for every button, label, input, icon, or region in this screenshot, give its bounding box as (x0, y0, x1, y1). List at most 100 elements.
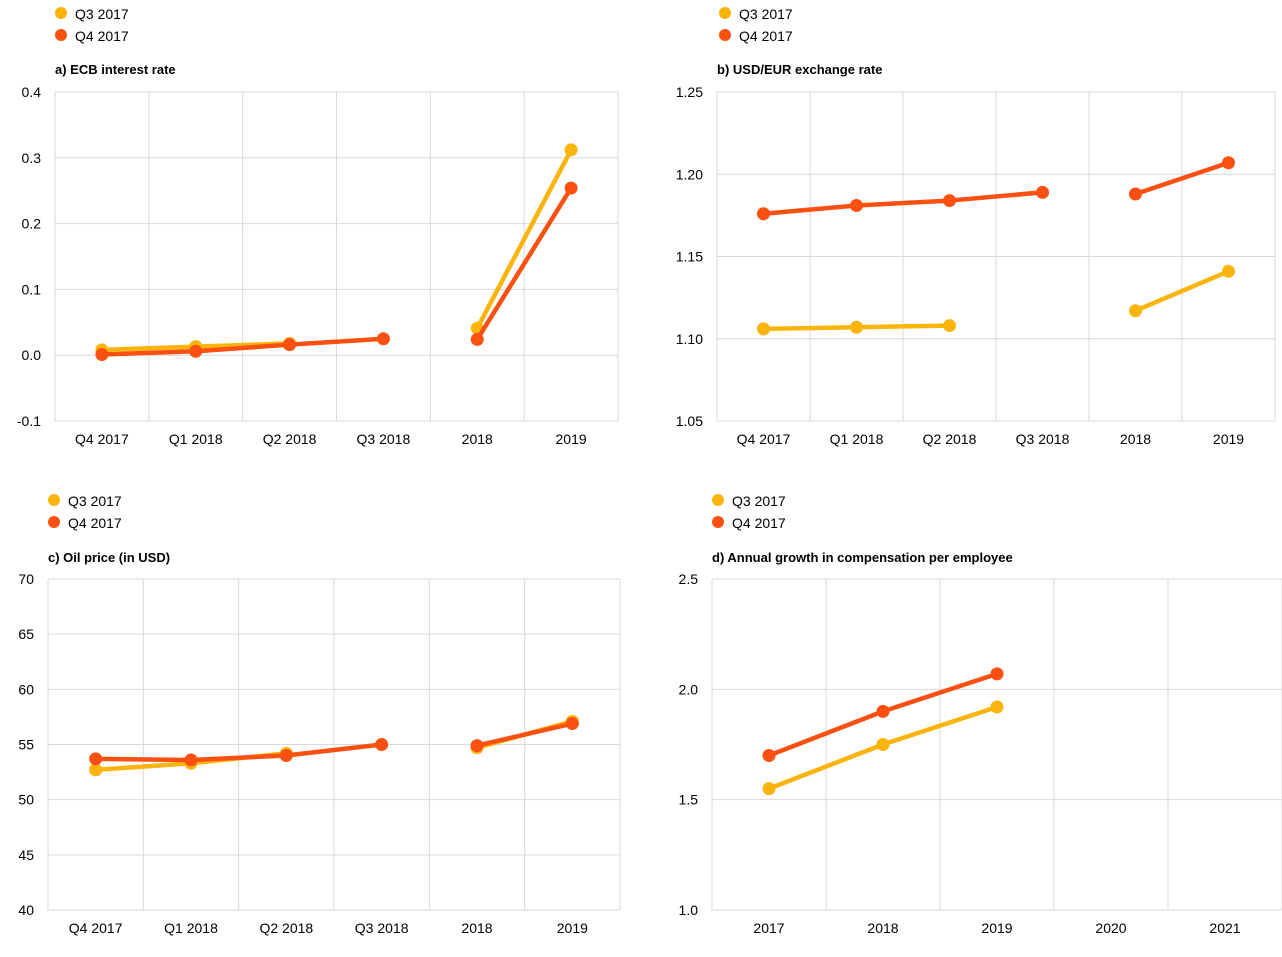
series-line-segment (99, 344, 198, 353)
data-point (1129, 304, 1142, 318)
y-tick-label: 0.1 (22, 281, 42, 297)
y-tick-label: 0.2 (22, 216, 42, 232)
legend-label: Q3 2017 (75, 6, 129, 22)
chart-title: a) ECB interest rate (55, 62, 176, 77)
data-point (376, 332, 390, 346)
x-tick-label: 2018 (1120, 431, 1151, 447)
data-point (470, 739, 484, 753)
data-point (184, 753, 198, 767)
y-tick-label: 1.05 (676, 413, 703, 429)
y-tick-label: 1.5 (679, 792, 699, 808)
data-point (189, 344, 203, 358)
series-line-segment (766, 709, 886, 758)
legend-marker-q4 (55, 29, 67, 42)
legend-marker-q3 (712, 494, 724, 507)
x-tick-label: 2020 (1095, 920, 1126, 936)
y-tick-label: 65 (18, 626, 34, 642)
y-tick-label: 70 (18, 571, 34, 587)
legend-item-q4: Q4 2017 (712, 515, 786, 531)
chart-title: d) Annual growth in compensation per emp… (712, 550, 1013, 565)
legend-item-q3: Q3 2017 (712, 493, 786, 509)
legend-item-q3: Q3 2017 (719, 6, 793, 22)
data-point (876, 738, 890, 751)
series-q3-2017 (762, 700, 1004, 796)
data-point (95, 348, 109, 362)
data-point (470, 332, 484, 346)
x-tick-label: Q3 2018 (1016, 431, 1070, 447)
data-point (283, 338, 297, 352)
legend-label: Q3 2017 (68, 493, 122, 509)
data-point (757, 322, 770, 336)
y-tick-label: 1.10 (676, 331, 703, 347)
data-point (990, 667, 1004, 681)
x-tick-label: Q3 2018 (355, 920, 409, 936)
series-line-segment (766, 742, 886, 791)
y-tick-label: 2.0 (679, 681, 699, 697)
data-point (375, 738, 389, 751)
legend-item-q4: Q4 2017 (719, 28, 793, 44)
legend-item-q4: Q4 2017 (55, 28, 129, 44)
legend-marker-q3 (719, 7, 731, 20)
y-tick-label: 0.3 (22, 150, 42, 166)
data-point (1129, 187, 1142, 201)
series-q4-2017 (762, 667, 1004, 763)
y-tick-label: 50 (18, 792, 34, 808)
series-q4-2017 (757, 156, 1235, 221)
data-point (850, 199, 863, 213)
data-point (565, 717, 579, 731)
y-tick-label: 1.15 (676, 249, 703, 265)
data-point (1222, 156, 1235, 170)
data-point (1222, 264, 1235, 278)
legend-label: Q4 2017 (732, 515, 786, 531)
data-point (762, 749, 776, 763)
legend-label: Q4 2017 (68, 515, 122, 531)
data-point (762, 782, 776, 796)
y-tick-label: 40 (18, 902, 34, 918)
series-line-segment (1133, 160, 1231, 197)
series-line-segment (475, 185, 574, 342)
x-tick-label: Q1 2018 (169, 431, 223, 447)
chart-panel-d: Q3 2017 Q4 2017 d) Annual growth in comp… (641, 478, 1282, 957)
chart-plot-a: -0.1 0.0 0.1 0.2 0.3 0.4 Q4 2017 Q1 2018 Q2 2018… (17, 84, 619, 447)
legend-label: Q3 2017 (732, 493, 786, 509)
series-line-segment (947, 190, 1045, 203)
y-tick-label: 0.0 (22, 347, 42, 363)
series-line-segment (880, 704, 1000, 747)
series-line-segment (193, 342, 292, 354)
chart-title: b) USD/EUR exchange rate (717, 62, 883, 77)
series-line-segment (188, 753, 289, 763)
y-tick-label: 60 (18, 681, 34, 697)
y-tick-label: 1.0 (679, 902, 699, 918)
legend-marker-q3 (48, 494, 60, 507)
series-line-segment (475, 147, 574, 331)
x-tick-label: 2019 (1213, 431, 1244, 447)
data-point (89, 752, 103, 766)
y-tick-label: 2.5 (679, 571, 699, 587)
data-point (757, 207, 770, 221)
series-line-segment (93, 761, 194, 773)
legend-marker-q4 (719, 29, 731, 42)
x-tick-label: 2018 (867, 920, 898, 936)
y-tick-label: 1.25 (676, 84, 703, 100)
series-line-segment (761, 324, 859, 332)
x-tick-label: 2018 (461, 920, 492, 936)
legend-marker-q3 (55, 7, 67, 20)
x-tick-label: Q4 2017 (75, 431, 129, 447)
data-point (990, 700, 1004, 714)
series-line-segment (1133, 269, 1231, 314)
x-tick-label: 2017 (753, 920, 784, 936)
data-point (943, 194, 956, 208)
legend-label: Q4 2017 (739, 28, 793, 44)
chart-panel-b: Q3 2017 Q4 2017 b) USD/EUR exchange rate… (641, 0, 1282, 478)
chart-panel-a: Q3 2017 Q4 2017 a) ECB interest rate -0.… (0, 0, 641, 478)
x-tick-label: Q3 2018 (357, 431, 411, 447)
x-tick-label: Q2 2018 (263, 431, 317, 447)
series-q3-2017 (757, 264, 1235, 336)
x-tick-label: Q4 2017 (737, 431, 791, 447)
series-line-segment (474, 721, 575, 748)
x-tick-label: Q2 2018 (259, 920, 313, 936)
data-point (279, 749, 293, 763)
x-tick-label: 2019 (981, 920, 1012, 936)
x-tick-label: 2019 (557, 920, 588, 936)
series-line-segment (99, 349, 198, 357)
